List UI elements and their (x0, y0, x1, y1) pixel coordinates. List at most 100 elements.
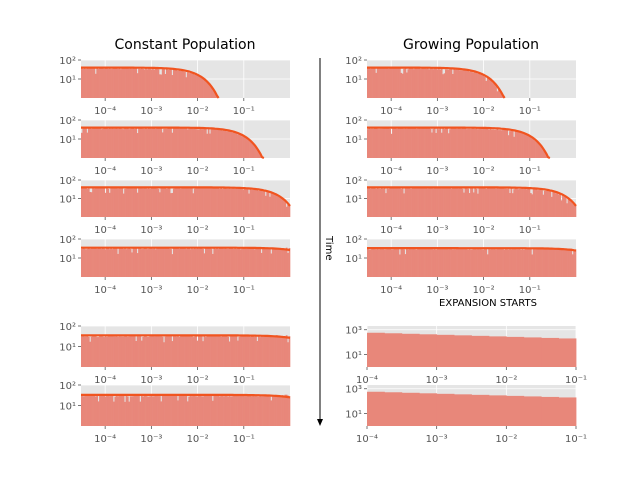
histogram-bar (106, 247, 108, 277)
histogram-bar (81, 395, 83, 426)
histogram-bar (277, 396, 280, 426)
histogram-bar (493, 84, 496, 98)
histogram-bar (94, 73, 97, 98)
histogram-bar (167, 187, 170, 217)
histogram-bar (470, 249, 472, 277)
histogram-bar (110, 248, 112, 277)
histogram-bar (458, 127, 461, 158)
histogram-bar (376, 68, 379, 98)
histogram-bar (276, 335, 278, 367)
histogram-bar (81, 248, 83, 277)
histogram-bar (429, 188, 432, 217)
histogram-bar (185, 188, 188, 217)
histogram-bar (164, 248, 167, 277)
x-tick-label: 10⁻³ (140, 375, 162, 386)
histogram-bar (170, 193, 172, 217)
histogram-bar (449, 188, 451, 217)
histogram-bar (479, 74, 482, 98)
histogram-bar (150, 248, 153, 277)
histogram-bar (379, 68, 382, 98)
histogram-bar (186, 336, 189, 367)
histogram-bar (171, 254, 174, 277)
histogram-bar (93, 395, 96, 426)
histogram-bar (285, 247, 288, 277)
histogram-bar (248, 395, 250, 426)
histogram-bar (108, 68, 111, 98)
histogram-bar (189, 128, 192, 158)
histogram-bar (468, 71, 471, 98)
histogram-bar (85, 69, 87, 98)
y-tick-label: 10² (59, 176, 76, 187)
histogram-bar (467, 188, 470, 217)
histogram-bar (504, 188, 507, 217)
histogram-bar (117, 336, 119, 367)
histogram-bar (530, 248, 532, 277)
histogram-bar (188, 247, 190, 277)
histogram-bar (224, 335, 227, 367)
histogram-bar (545, 190, 548, 217)
histogram-bar (160, 74, 163, 98)
histogram-bar (172, 247, 175, 277)
histogram-bar (404, 188, 407, 217)
histogram-bar (97, 337, 100, 367)
histogram-bar (83, 68, 86, 98)
histogram-bar (506, 249, 509, 277)
histogram-bar (191, 72, 193, 98)
histogram-bar (220, 395, 223, 426)
histogram-bar (257, 248, 260, 277)
histogram-bar (263, 191, 266, 217)
histogram-bar (288, 396, 291, 426)
histogram-bar (161, 188, 164, 217)
histogram-bar (422, 68, 425, 98)
histogram-bar (450, 128, 453, 158)
histogram-bar (235, 187, 238, 217)
panel-left-1: 10¹ 10² 10⁻⁴ 10⁻³ 10⁻² 10⁻¹ (59, 56, 290, 117)
histogram-bar (210, 86, 213, 98)
histogram-bar (267, 395, 270, 426)
histogram-bar (103, 248, 105, 277)
histogram-bar (257, 396, 260, 426)
histogram-bar (378, 129, 380, 158)
histogram-bar (175, 188, 178, 217)
histogram-bar (107, 68, 110, 98)
histogram-bar (384, 333, 403, 367)
histogram-bar (571, 254, 574, 277)
histogram-bar (146, 69, 149, 98)
histogram-bar (465, 188, 468, 217)
histogram-bar (161, 336, 164, 367)
histogram-bar (185, 77, 188, 98)
histogram-bar (150, 394, 153, 426)
histogram-bar (481, 249, 483, 277)
histogram-bar (284, 394, 287, 426)
histogram-bar (157, 396, 160, 426)
histogram-bar (224, 187, 227, 217)
histogram-bar (278, 197, 281, 217)
histogram-bar (218, 188, 221, 217)
histogram-bar (133, 248, 136, 277)
histogram-bar (255, 147, 257, 158)
histogram-bar (257, 151, 260, 158)
histogram-bar (185, 127, 188, 158)
histogram-bar (132, 188, 135, 217)
histogram-bar (436, 248, 439, 277)
histogram-bar (185, 249, 188, 277)
histogram-bar (99, 187, 101, 217)
histogram-bar (146, 336, 149, 367)
histogram-bar (450, 248, 453, 277)
histogram-bar (368, 187, 371, 217)
histogram-bar (424, 68, 426, 98)
histogram-bar (239, 249, 242, 277)
histogram-bar (138, 336, 140, 367)
histogram-bar (207, 82, 210, 98)
histogram-bar (181, 395, 184, 426)
histogram-bar (504, 129, 507, 158)
histogram-bar (234, 188, 236, 217)
histogram-bar (253, 188, 256, 217)
histogram-bar (125, 68, 128, 98)
histogram-bar (259, 247, 262, 277)
histogram-bar (509, 248, 511, 277)
histogram-bar (426, 128, 429, 158)
histogram-bar (237, 340, 239, 367)
histogram-bar (161, 132, 164, 158)
histogram-bar (397, 67, 400, 98)
